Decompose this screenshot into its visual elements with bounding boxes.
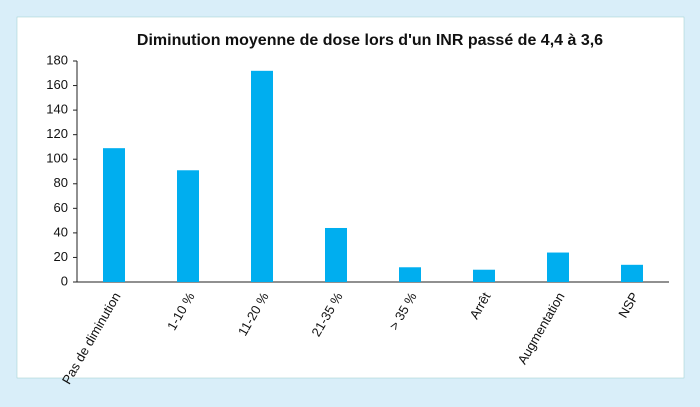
bar	[547, 252, 569, 282]
y-tick-label: 120	[46, 126, 68, 141]
bar	[621, 264, 643, 282]
bar	[103, 148, 125, 282]
bar	[325, 227, 347, 282]
bar	[473, 269, 495, 282]
bar	[399, 267, 421, 282]
y-tick-label: 160	[46, 77, 68, 92]
y-tick-label: 180	[46, 52, 68, 67]
y-tick-label: 60	[54, 200, 68, 215]
y-tick-label: 100	[46, 151, 68, 166]
panel	[16, 16, 685, 379]
y-tick-label: 40	[54, 224, 68, 239]
bar	[251, 70, 273, 282]
y-tick-label: 0	[61, 273, 68, 288]
bar	[177, 170, 199, 282]
chart-title: Diminution moyenne de dose lors d'un INR…	[137, 32, 603, 49]
y-tick-label: 140	[46, 102, 68, 117]
y-tick-label: 80	[54, 175, 68, 190]
y-tick-label: 20	[54, 249, 68, 264]
